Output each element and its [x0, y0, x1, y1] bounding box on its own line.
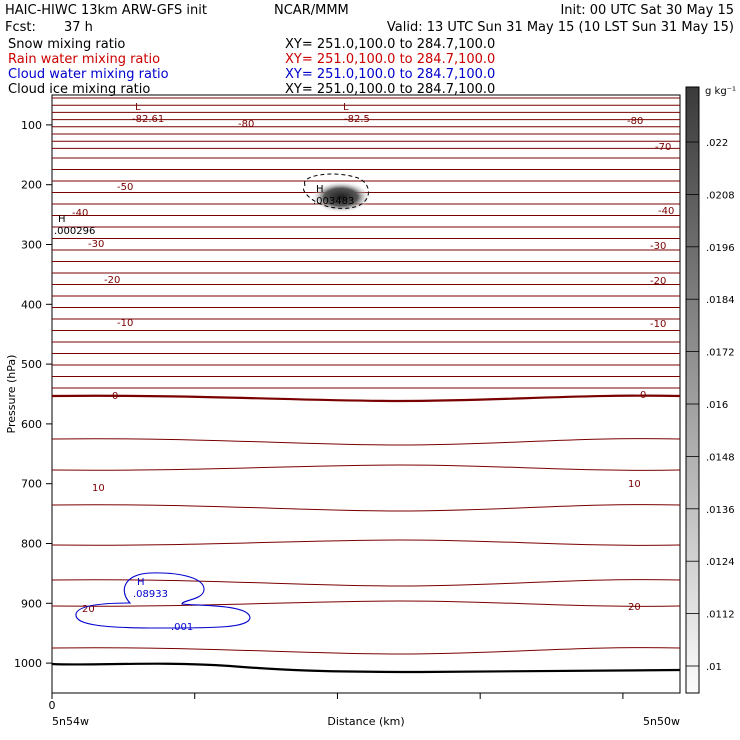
y-tick-label: 200 [21, 179, 42, 192]
temperature-contours [51, 97, 681, 655]
low-marker-mid: L [343, 102, 349, 113]
field-name: Cloud ice mixing ratio [8, 82, 150, 97]
colorbar-tick-label: .0172 [706, 348, 735, 359]
isotherm-label: -82.61 [132, 114, 164, 125]
isotherm-label: 10 [628, 479, 641, 490]
colorbar-tick-label: .0148 [706, 452, 735, 463]
y-axis-title: Pressure (hPa) [5, 355, 18, 434]
colorbar-tick-label: .01 [706, 662, 722, 673]
y-tick-label: 700 [21, 478, 42, 491]
isotherm-label: 0 [640, 390, 646, 401]
y-tick-label: 400 [21, 298, 42, 311]
isotherm-label: 20 [628, 602, 641, 613]
isotherm-label: -80 [238, 119, 254, 130]
field-xy: XY= 251.0,100.0 to 284.7,100.0 [285, 82, 495, 97]
y-tick-label: 500 [21, 358, 42, 371]
y-tick-label: 900 [21, 597, 42, 610]
snow-high-marker: H [58, 214, 66, 225]
isotherm-line [51, 464, 681, 471]
x-start-location: 5n54w [52, 715, 89, 728]
field-name: Cloud water mixing ratio [8, 67, 169, 82]
low-marker-left: L [135, 102, 141, 113]
ice-high-value: .003483 [313, 196, 354, 207]
isotherm-label: -20 [104, 275, 120, 286]
cloud-ice-contour [302, 173, 369, 209]
isotherm-line [51, 394, 681, 403]
isotherm-label: -10 [117, 318, 133, 329]
terrain-line [51, 662, 681, 674]
forecast-label: Fcst: [5, 20, 36, 35]
isotherm-label: -40 [72, 208, 88, 219]
field-name: Rain water mixing ratio [8, 52, 160, 67]
isotherm-label: -10 [650, 319, 666, 330]
colorbar-tick-label: .0112 [706, 610, 735, 621]
model-title: HAIC-HIWC 13km ARW-GFS init [5, 3, 207, 18]
snow-high-value: .000296 [54, 226, 95, 237]
y-tick-label: 600 [21, 418, 42, 431]
cloud-water-contour-label: .001 [171, 622, 193, 633]
plot-frame [51, 94, 681, 694]
isotherm-label: 10 [92, 483, 105, 494]
isotherm-label: -82.5 [344, 114, 370, 125]
isotherm-line [51, 600, 681, 607]
y-tick-label: 100 [21, 119, 42, 132]
isotherm-label: -70 [655, 142, 671, 153]
isotherm-line [51, 504, 681, 512]
field-xy: XY= 251.0,100.0 to 284.7,100.0 [285, 37, 495, 52]
x-axis-title: Distance (km) [327, 715, 404, 728]
colorbar-tick-label: .022 [706, 138, 728, 149]
field-xy: XY= 251.0,100.0 to 284.7,100.0 [285, 67, 495, 82]
x-end-location: 5n50w [643, 715, 680, 728]
cloud-water-high-value: .08933 [133, 589, 168, 600]
y-tick-label: 300 [21, 239, 42, 252]
field-name: Snow mixing ratio [8, 37, 125, 52]
isotherm-label: 0 [112, 391, 118, 402]
isotherm-label: -30 [650, 241, 666, 252]
colorbar-tick-label: .0136 [706, 505, 735, 516]
colorbar [685, 86, 700, 694]
isotherm-label: -40 [658, 206, 674, 217]
isotherm-line [51, 438, 681, 446]
y-tick-label: 800 [21, 538, 42, 551]
colorbar-unit: g kg⁻¹ [705, 86, 736, 97]
ice-high-marker: H [316, 184, 324, 195]
isotherm-line [51, 579, 681, 587]
isotherm-line [51, 647, 681, 655]
colorbar-tick-label: .0196 [706, 243, 735, 254]
init-time: Init: 00 UTC Sat 30 May 15 [560, 3, 734, 18]
field-xy: XY= 251.0,100.0 to 284.7,100.0 [285, 52, 495, 67]
isotherm-label: 20 [82, 604, 95, 615]
forecast-value: 37 h [64, 20, 93, 35]
valid-time: Valid: 13 UTC Sun 31 May 15 (10 LST Sun … [387, 20, 734, 35]
isotherm-label: -80 [627, 116, 643, 127]
y-tick-label: 1000 [14, 657, 42, 670]
colorbar-tick-label: .016 [706, 400, 728, 411]
x-tick-label-0: 0 [49, 699, 56, 712]
isotherm-label: -30 [88, 239, 104, 250]
cloud-water-high-marker: H [137, 577, 145, 588]
colorbar-tick-label: .0124 [706, 557, 735, 568]
cloud-ice-maximum [311, 181, 371, 213]
isotherm-label: -20 [650, 276, 666, 287]
colorbar-tick-label: .0208 [706, 190, 735, 201]
org-label: NCAR/MMM [274, 3, 349, 18]
cloud-water-contour [75, 572, 251, 629]
colorbar-tick-label: .0184 [706, 295, 735, 306]
isotherm-line [51, 539, 681, 546]
isotherm-label: -50 [117, 182, 133, 193]
